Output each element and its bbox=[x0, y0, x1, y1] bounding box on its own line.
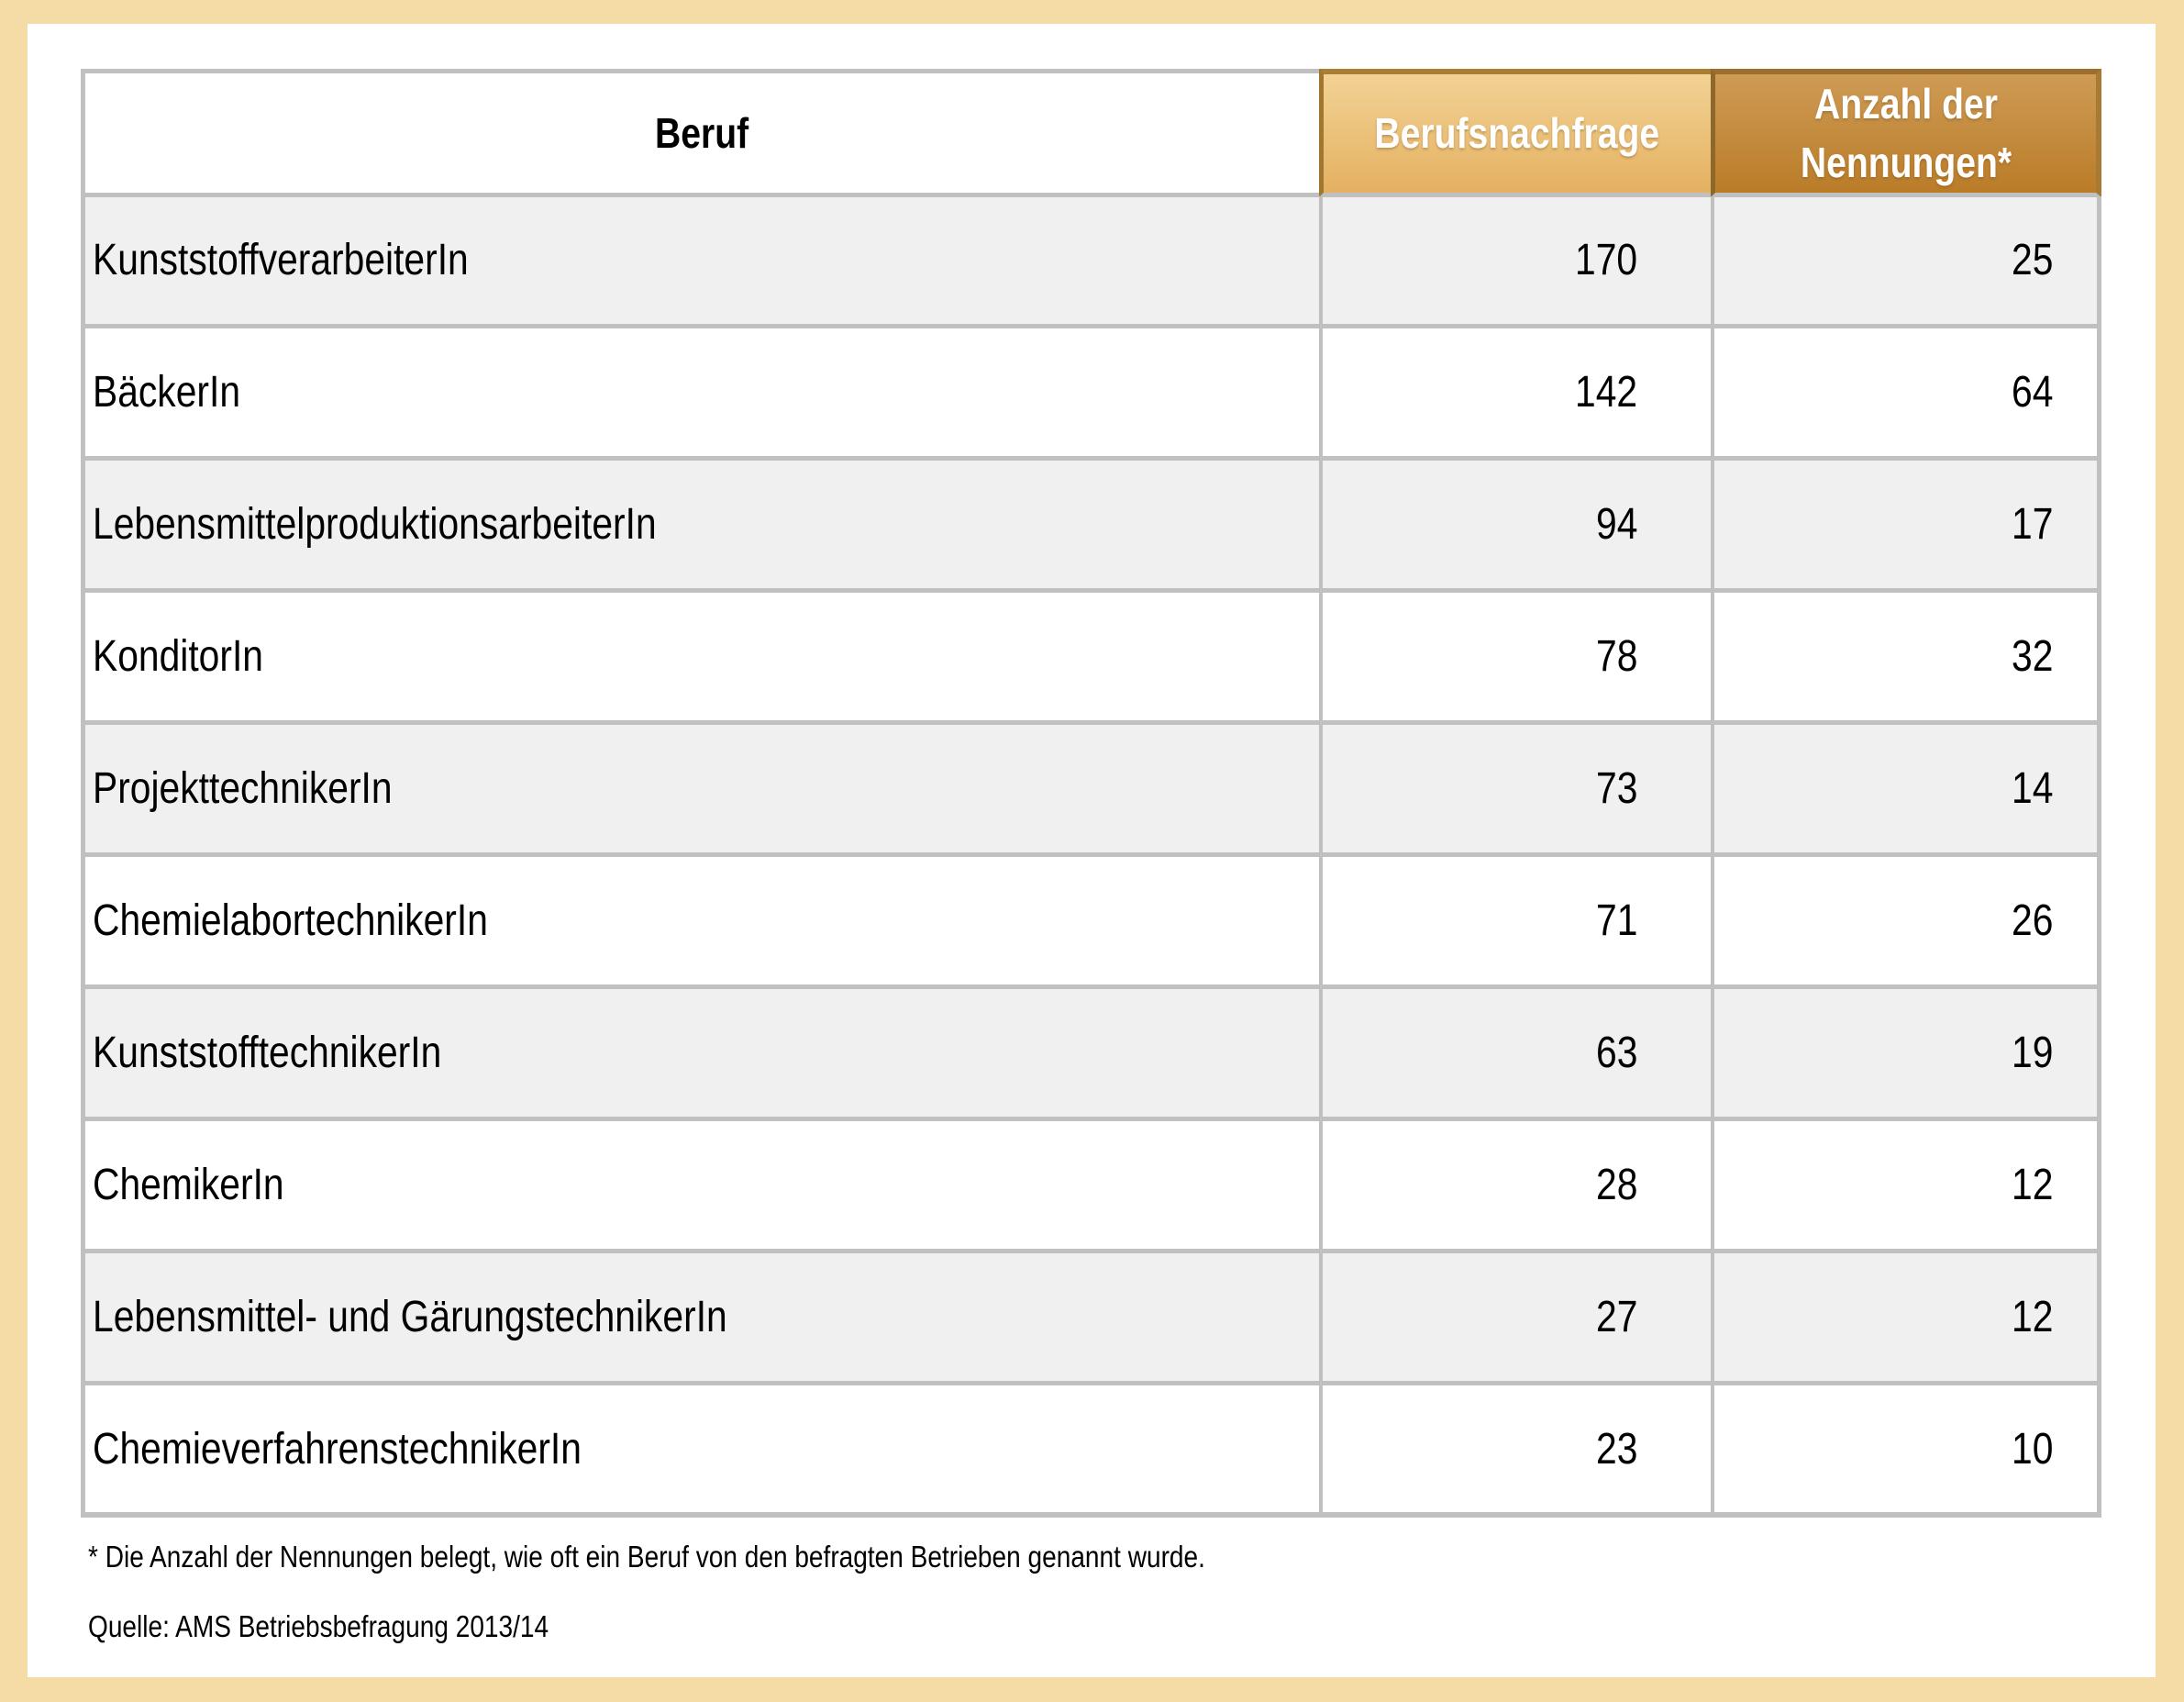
beruf-cell: ChemikerIn bbox=[81, 1121, 1319, 1249]
berufsnachfrage-cell: 94 bbox=[1319, 461, 1711, 588]
nennungen-cell: 14 bbox=[1711, 725, 2101, 852]
beruf-cell: ProjekttechnikerIn bbox=[81, 725, 1319, 852]
header-cell-beruf: Beruf bbox=[81, 69, 1319, 197]
beruf-cell: Lebensmittel- und GärungstechnikerIn bbox=[81, 1253, 1319, 1381]
table-row: LebensmittelproduktionsarbeiterIn 94 17 bbox=[81, 461, 2101, 593]
beruf-cell: KonditorIn bbox=[81, 593, 1319, 720]
table-notes: * Die Anzahl der Nennungen belegt, wie o… bbox=[88, 1540, 2156, 1644]
nennungen-cell: 25 bbox=[1711, 196, 2101, 324]
berufsnachfrage-cell: 73 bbox=[1319, 725, 1711, 852]
footnote: * Die Anzahl der Nennungen belegt, wie o… bbox=[88, 1540, 1205, 1574]
table-row: ProjekttechnikerIn 73 14 bbox=[81, 725, 2101, 857]
nennungen-cell: 32 bbox=[1711, 593, 2101, 720]
nennungen-cell: 64 bbox=[1711, 328, 2101, 456]
nennungen-cell: 17 bbox=[1711, 461, 2101, 588]
beruf-cell: BäckerIn bbox=[81, 328, 1319, 456]
table-row: KunststoffverarbeiterIn 170 25 bbox=[81, 196, 2101, 328]
berufsnachfrage-cell: 142 bbox=[1319, 328, 1711, 456]
nennungen-cell: 12 bbox=[1711, 1253, 2101, 1381]
berufsnachfrage-cell: 71 bbox=[1319, 857, 1711, 984]
source-note: Quelle: AMS Betriebsbefragung 2013/14 bbox=[88, 1609, 549, 1643]
berufsnachfrage-cell: 28 bbox=[1319, 1121, 1711, 1249]
beruf-cell: LebensmittelproduktionsarbeiterIn bbox=[81, 461, 1319, 588]
nennungen-cell: 10 bbox=[1711, 1385, 2101, 1512]
berufsnachfrage-cell: 27 bbox=[1319, 1253, 1711, 1381]
table-header-row: Beruf Berufsnachfrage Anzahl der Nennung… bbox=[81, 69, 2101, 197]
table-row: Lebensmittel- und GärungstechnikerIn 27 … bbox=[81, 1253, 2101, 1385]
header-cell-berufsnachfrage: Berufsnachfrage bbox=[1319, 69, 1711, 197]
table-row: ChemikerIn 28 12 bbox=[81, 1121, 2101, 1253]
table-row: BäckerIn 142 64 bbox=[81, 328, 2101, 461]
table-body: KunststoffverarbeiterIn 170 25 BäckerIn … bbox=[81, 196, 2101, 1518]
nennungen-cell: 26 bbox=[1711, 857, 2101, 984]
nennungen-cell: 12 bbox=[1711, 1121, 2101, 1249]
beruf-cell: KunststofftechnikerIn bbox=[81, 989, 1319, 1117]
header-label-berufsnachfrage: Berufsnachfrage bbox=[1374, 109, 1660, 158]
header-label-beruf: Beruf bbox=[655, 108, 749, 157]
berufsnachfrage-cell: 170 bbox=[1319, 196, 1711, 324]
table-row: ChemielabortechnikerIn 71 26 bbox=[81, 857, 2101, 989]
header-label-anzahl-nennungen: Anzahl der Nennungen* bbox=[1800, 80, 2012, 187]
occupations-table: Beruf Berufsnachfrage Anzahl der Nennung… bbox=[81, 69, 2101, 1518]
table-row: KonditorIn 78 32 bbox=[81, 593, 2101, 725]
beruf-cell: KunststoffverarbeiterIn bbox=[81, 196, 1319, 324]
beruf-cell: ChemielabortechnikerIn bbox=[81, 857, 1319, 984]
berufsnachfrage-cell: 63 bbox=[1319, 989, 1711, 1117]
table-row: ChemieverfahrenstechnikerIn 23 10 bbox=[81, 1385, 2101, 1518]
nennungen-cell: 19 bbox=[1711, 989, 2101, 1117]
beruf-cell: ChemieverfahrenstechnikerIn bbox=[81, 1385, 1319, 1512]
header-cell-anzahl-nennungen: Anzahl der Nennungen* bbox=[1711, 69, 2101, 197]
berufsnachfrage-cell: 23 bbox=[1319, 1385, 1711, 1512]
document: Beruf Berufsnachfrage Anzahl der Nennung… bbox=[28, 24, 2156, 1677]
table-row: KunststofftechnikerIn 63 19 bbox=[81, 989, 2101, 1121]
berufsnachfrage-cell: 78 bbox=[1319, 593, 1711, 720]
